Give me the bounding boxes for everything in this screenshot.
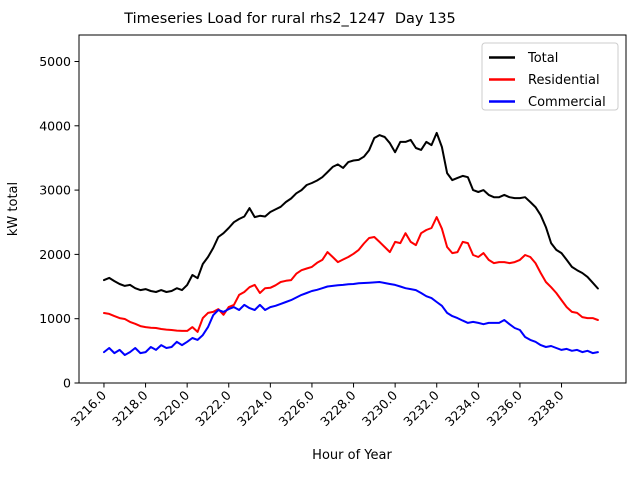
x-tick-label: 3232.0 <box>400 387 442 429</box>
y-tick-label: 0 <box>63 376 71 391</box>
series-line-residential <box>103 216 599 333</box>
y-tick-label: 5000 <box>39 54 71 69</box>
series-line-total <box>103 131 599 293</box>
x-tick-label: 3220.0 <box>151 387 193 429</box>
legend-label: Commercial <box>528 95 606 110</box>
x-tick-label: 3216.0 <box>68 387 110 429</box>
y-axis-label: kW total <box>6 182 21 236</box>
y-tick-label: 2000 <box>39 247 71 262</box>
x-tick-label: 3238.0 <box>525 387 567 429</box>
x-tick-label: 3230.0 <box>359 387 401 429</box>
y-tick-label: 3000 <box>39 183 71 198</box>
x-tick-label: 3234.0 <box>442 387 484 429</box>
legend-frame <box>481 42 619 111</box>
axes-frame <box>78 34 627 384</box>
x-tick-label: 3224.0 <box>234 387 276 429</box>
x-tick-label: 3226.0 <box>276 387 318 429</box>
series-line-commercial <box>103 281 599 356</box>
chart-title: Timeseries Load for rural rhs2_1247 Day … <box>123 11 456 27</box>
x-tick-label: 3236.0 <box>484 387 526 429</box>
legend-label: Total <box>527 51 558 66</box>
legend-label: Residential <box>528 73 600 88</box>
x-tick-label: 3218.0 <box>109 387 151 429</box>
x-tick-label: 3228.0 <box>317 387 359 429</box>
legend: Total Residential Commercial <box>481 42 619 111</box>
y-tick-label: 1000 <box>39 311 71 326</box>
y-tick-label: 4000 <box>39 118 71 133</box>
x-tick-label: 3222.0 <box>192 387 234 429</box>
x-axis-label: Hour of Year <box>312 448 392 463</box>
